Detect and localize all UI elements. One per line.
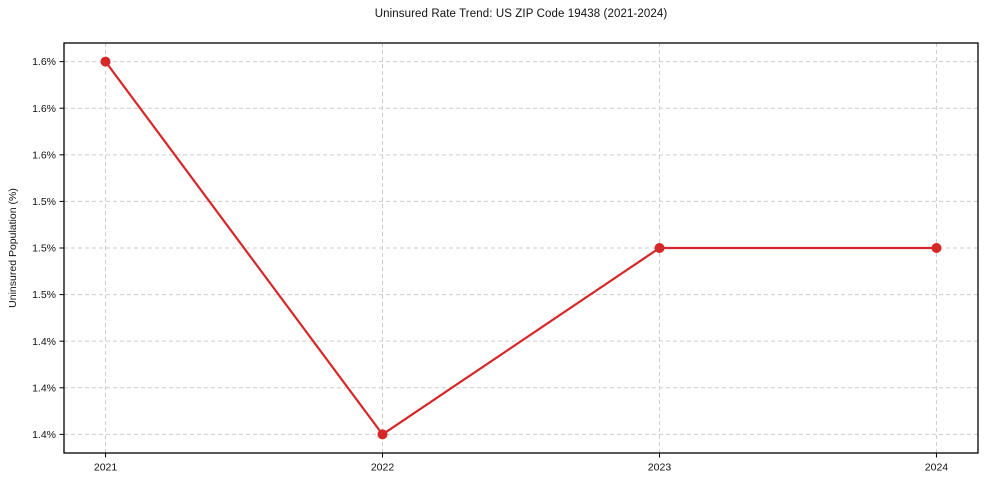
x-tick-label: 2021 <box>94 462 118 474</box>
data-point-marker <box>377 429 388 440</box>
y-tick-label: 1.6% <box>32 103 56 115</box>
y-tick-label: 1.5% <box>32 289 56 301</box>
data-point-marker <box>100 56 111 67</box>
y-axis-label: Uninsured Population (%) <box>7 188 19 308</box>
data-point-marker <box>654 243 665 253</box>
x-tick-label: 2022 <box>371 462 395 474</box>
y-tick-label: 1.4% <box>32 336 56 348</box>
x-tick-label: 2024 <box>925 462 949 474</box>
y-tick-label: 1.6% <box>32 56 56 68</box>
y-tick-label: 1.5% <box>32 196 56 208</box>
data-point-marker <box>931 243 942 253</box>
chart-title: Uninsured Rate Trend: US ZIP Code 19438 … <box>374 8 668 20</box>
y-tick-label: 1.4% <box>32 382 56 394</box>
y-tick-label: 1.6% <box>32 149 56 161</box>
data-line <box>104 60 938 436</box>
y-tick-label: 1.4% <box>32 429 56 441</box>
y-tick-label: 1.5% <box>32 243 56 255</box>
x-tick-label: 2023 <box>648 462 672 474</box>
